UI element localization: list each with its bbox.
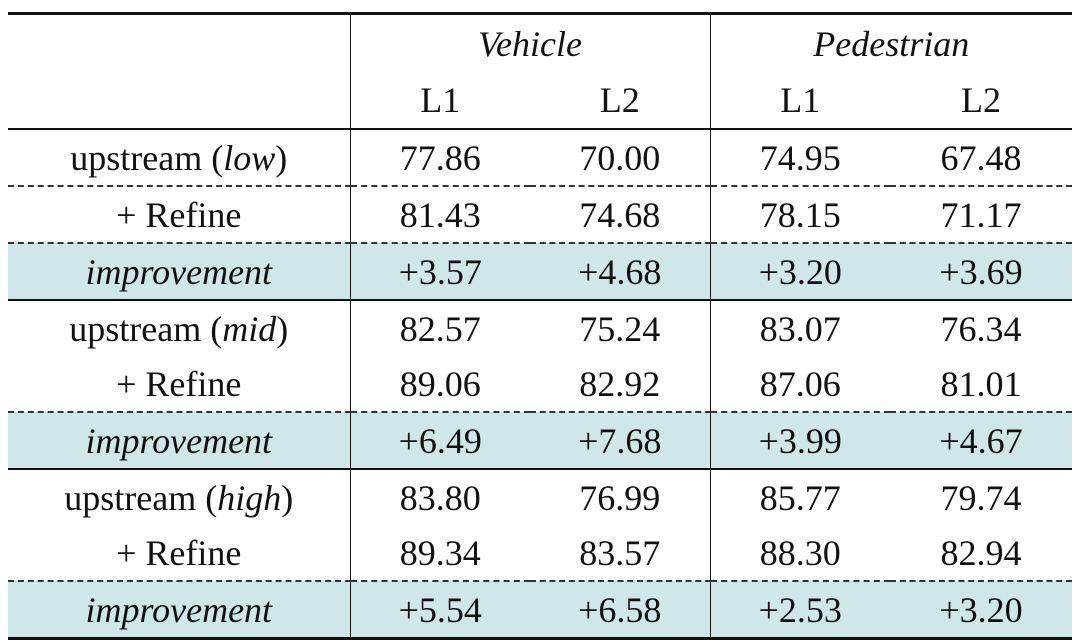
group-header-row: Vehicle Pedestrian [8,12,1073,72]
cell-vehicle-l2: 74.68 [530,185,711,243]
cell-pedestrian-l1: +3.99 [709,411,891,469]
row-label: upstream (low) [8,128,350,186]
cell-vehicle-l1: 89.34 [349,525,530,581]
cell-pedestrian-l2: 81.01 [940,363,1022,404]
table-row: + Refine 89.06 82.92 87.06 81.01 [8,356,1072,412]
improvement-row: improvement +6.49 +7.68 +3.99 +4.67 [8,411,1073,469]
row-label: improvement [8,411,350,469]
cell-vehicle-l1: 89.06 [349,356,530,412]
row-label-prefix: upstream ( [70,137,224,178]
cell-pedestrian-l1: 74.95 [709,128,891,186]
results-table: Vehicle Pedestrian L1 L2 L1 L2 upstream … [8,12,1073,640]
cell-pedestrian-l1: 83.07 [709,299,891,356]
row-label: + Refine [116,363,242,404]
row-label: + Refine [116,532,242,573]
row-label-setting: high [217,477,282,518]
cell-vehicle-l2: +7.68 [530,411,711,469]
table-row: upstream (high) 83.80 76.99 85.77 79.74 [8,468,1073,525]
table-row: + Refine 89.34 83.57 88.30 82.94 [8,525,1072,581]
row-label: improvement [8,580,350,640]
group-header-vehicle: Vehicle [349,12,711,72]
row-label-suffix: ) [275,137,288,178]
cell-pedestrian-l1: 88.30 [709,525,891,581]
cell-vehicle-l1: 77.86 [349,128,530,186]
subheader-row: L1 L2 L1 L2 [8,72,1072,129]
group-header-pedestrian: Pedestrian [709,12,1073,72]
row-label-setting: mid [222,308,277,349]
cell-pedestrian-l2: +4.67 [890,411,1073,469]
cell-pedestrian-l1: 87.06 [709,356,891,412]
row-label-setting: low [223,137,276,178]
row-label-prefix: upstream ( [64,477,218,518]
cell-pedestrian-l1: 85.77 [709,468,891,525]
row-label: improvement [8,242,350,300]
cell-vehicle-l2: +6.58 [530,580,711,640]
cell-pedestrian-l1: +3.20 [709,242,891,300]
cell-pedestrian-l2: +3.20 [890,580,1073,640]
row-label: upstream (mid) [8,299,350,356]
cell-pedestrian-l1: +2.53 [709,580,891,640]
table-row: upstream (low) 77.86 70.00 74.95 67.48 [8,128,1073,186]
cell-vehicle-l1: +5.54 [349,580,530,640]
table-row: + Refine 81.43 74.68 78.15 71.17 [8,185,1073,243]
improvement-row: improvement +5.54 +6.58 +2.53 +3.20 [8,580,1073,640]
corner-cell [8,72,350,129]
cell-vehicle-l1: 83.80 [349,468,530,525]
row-label: upstream (high) [8,468,350,525]
cell-vehicle-l2: 83.57 [579,532,661,573]
cell-vehicle-l2: 76.99 [530,468,711,525]
row-label-suffix: ) [276,308,289,349]
cell-vehicle-l2: 75.24 [530,299,711,356]
corner-cell [8,12,350,72]
cell-pedestrian-l2: +3.69 [890,242,1073,300]
cell-pedestrian-l1: 78.15 [709,185,891,243]
cell-pedestrian-l2: 71.17 [890,185,1073,243]
cell-vehicle-l1: 82.57 [349,299,530,356]
subheader-pedestrian-l1: L1 [709,72,891,129]
cell-vehicle-l2: +4.68 [530,242,711,300]
cell-vehicle-l2: 70.00 [530,128,711,186]
cell-pedestrian-l2: 79.74 [890,468,1073,525]
improvement-row: improvement +3.57 +4.68 +3.20 +3.69 [8,242,1073,300]
row-label-suffix: ) [281,477,294,518]
cell-vehicle-l1: +3.57 [349,242,530,300]
cell-vehicle-l2: 82.92 [579,363,661,404]
subheader-vehicle-l1: L1 [349,72,530,129]
table-row: upstream (mid) 82.57 75.24 83.07 76.34 [8,299,1073,356]
row-label: + Refine [8,185,350,243]
subheader-pedestrian-l2: L2 [961,80,1002,120]
cell-vehicle-l1: 81.43 [349,185,530,243]
row-label-prefix: upstream ( [69,308,223,349]
cell-vehicle-l1: +6.49 [349,411,530,469]
cell-pedestrian-l2: 67.48 [890,128,1073,186]
cell-pedestrian-l2: 76.34 [890,299,1073,356]
subheader-vehicle-l2: L2 [599,80,640,120]
cell-pedestrian-l2: 82.94 [940,532,1022,573]
